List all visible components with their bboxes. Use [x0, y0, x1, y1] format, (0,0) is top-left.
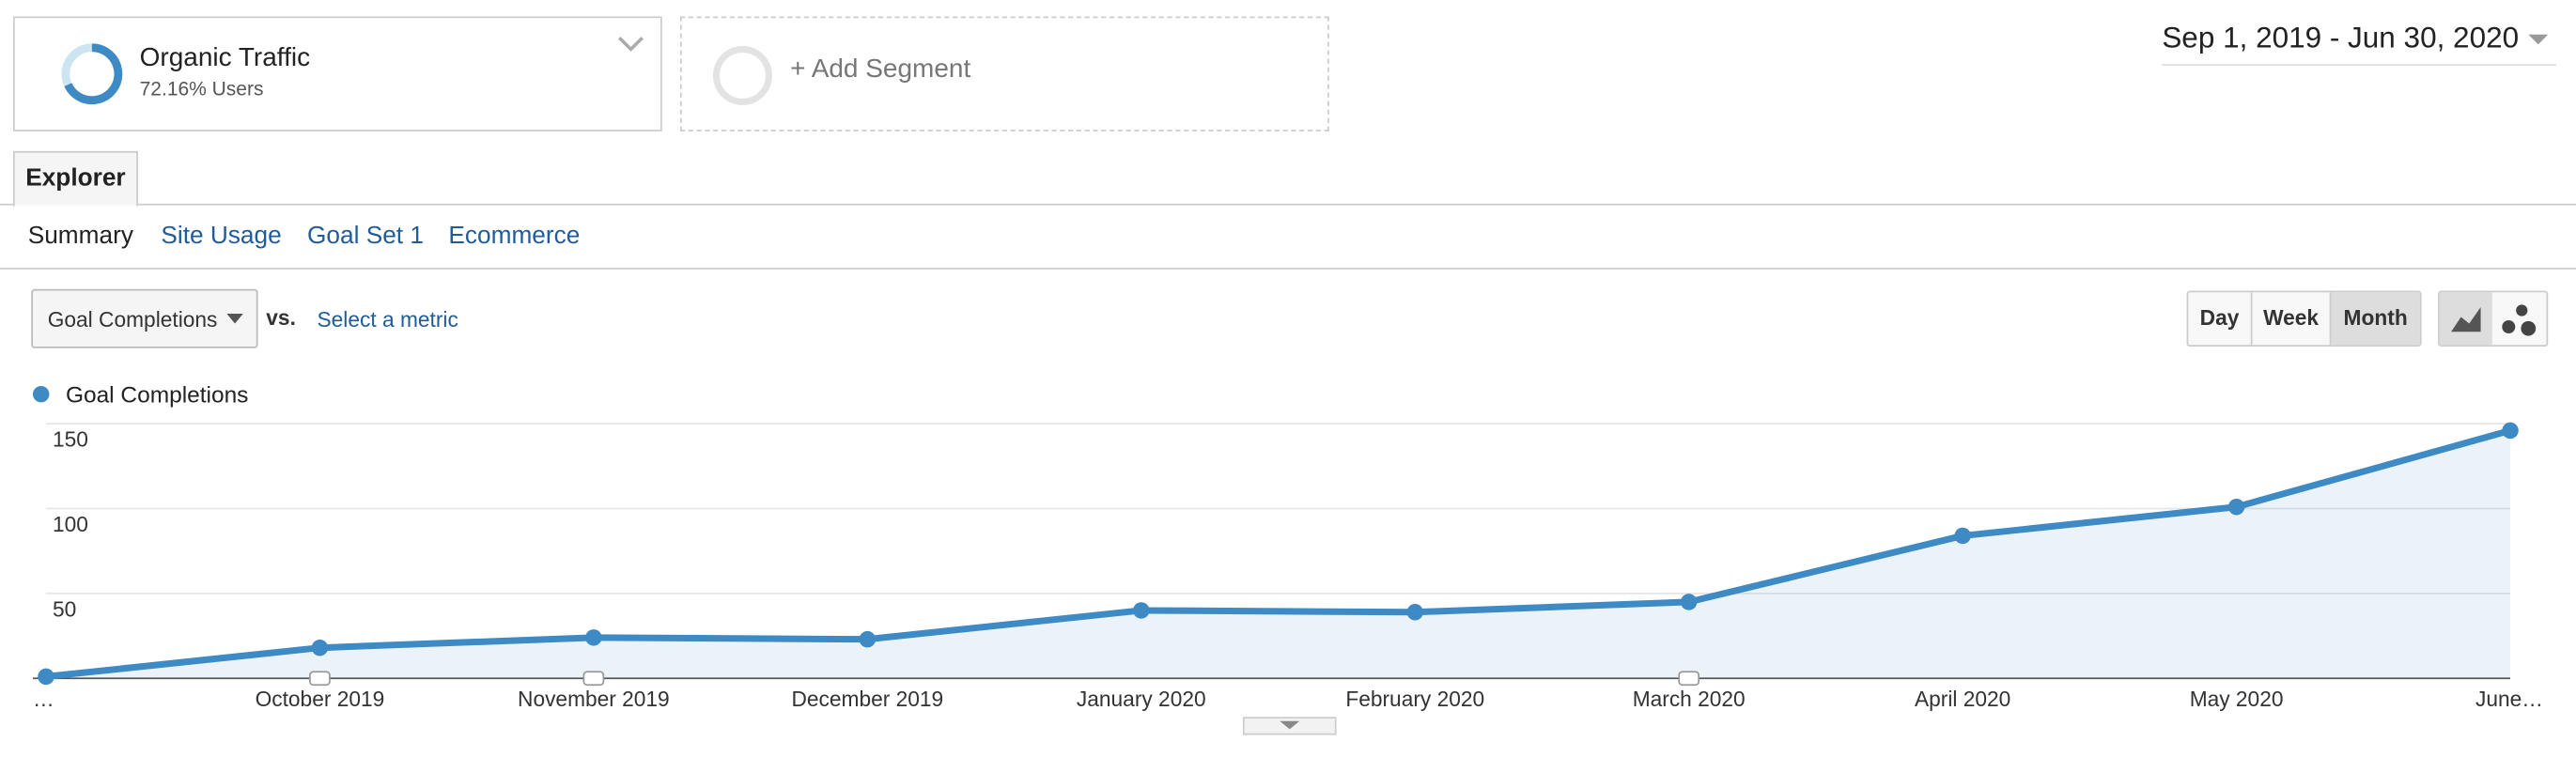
x-tick-label: March 2020 [1633, 687, 1746, 711]
expand-arrow [1280, 720, 1300, 730]
metric-arrow [226, 314, 243, 324]
add-segment-label: + Add Segment [790, 55, 971, 85]
chart-type-buttons [2438, 290, 2549, 347]
subtab[interactable]: Summary [27, 222, 133, 250]
x-tick-label: May 2020 [2190, 687, 2284, 711]
x-tick-label: November 2019 [518, 687, 670, 711]
x-tick-label: June… [2475, 687, 2543, 711]
line [45, 427, 2511, 680]
metric-select[interactable]: Goal Completions [31, 288, 258, 348]
x-tick-label: April 2020 [1915, 687, 2010, 711]
annotation-icon [582, 671, 605, 687]
x-tick-label: October 2019 [256, 687, 385, 711]
area [45, 430, 2511, 679]
dropdown-arrow [618, 36, 644, 52]
add-segment[interactable]: + Add Segment [679, 16, 1329, 131]
point [2227, 498, 2245, 516]
point [1954, 527, 1971, 545]
x-tick-label: February 2020 [1345, 687, 1484, 711]
legend-label: Goal Completions [66, 382, 248, 408]
period-button[interactable]: Week [2252, 292, 2332, 346]
x-tick-label: … [33, 687, 54, 711]
annotation-icon [309, 671, 331, 687]
tab-rule [0, 203, 2576, 206]
segment-detail: 72.16% Users [139, 77, 264, 100]
annotation-icon [1678, 671, 1700, 687]
date-arrow [2528, 34, 2549, 45]
chart-type-icons[interactable] [2439, 292, 2547, 346]
point [1133, 602, 1150, 619]
period-button[interactable]: Month [2331, 292, 2420, 346]
subtab[interactable]: Goal Set 1 [307, 222, 424, 250]
subtab-rule [0, 268, 2576, 270]
x-tick-label: January 2020 [1077, 687, 1206, 711]
explorer-tab[interactable]: Explorer [12, 150, 138, 208]
subtab[interactable]: Ecommerce [448, 222, 581, 250]
metric-label: Goal Completions [47, 307, 218, 332]
segment-placeholder [712, 45, 772, 105]
point [38, 668, 54, 686]
y-tick-label: 150 [53, 427, 88, 452]
period-button[interactable]: Day [2188, 292, 2253, 346]
vs-label: vs. [266, 305, 296, 331]
date-range-label: Sep 1, 2019 - Jun 30, 2020 [2162, 21, 2520, 54]
y-tick-label: 50 [53, 596, 76, 621]
point [859, 630, 877, 648]
point [585, 629, 602, 646]
y-tick-label: 100 [53, 512, 88, 536]
point [311, 639, 329, 657]
legend-marker [32, 385, 50, 403]
segment-donut [61, 43, 123, 105]
subtab[interactable]: Site Usage [161, 222, 282, 250]
point [1406, 604, 1423, 621]
select-metric[interactable]: Select a metric [317, 307, 458, 332]
segment-name: Organic Traffic [139, 44, 311, 72]
x-tick-label: December 2019 [791, 687, 943, 711]
point [2502, 422, 2519, 440]
segment-box[interactable]: Organic Traffic 72.16% Users [12, 16, 662, 131]
date-range[interactable]: Sep 1, 2019 - Jun 30, 2020 [2162, 21, 2557, 66]
period-buttons: Day Week Month [2186, 290, 2422, 347]
chart: 50 100 150 Goal Completions … October 2019 Nov… [32, 382, 2543, 735]
point [1680, 594, 1698, 610]
